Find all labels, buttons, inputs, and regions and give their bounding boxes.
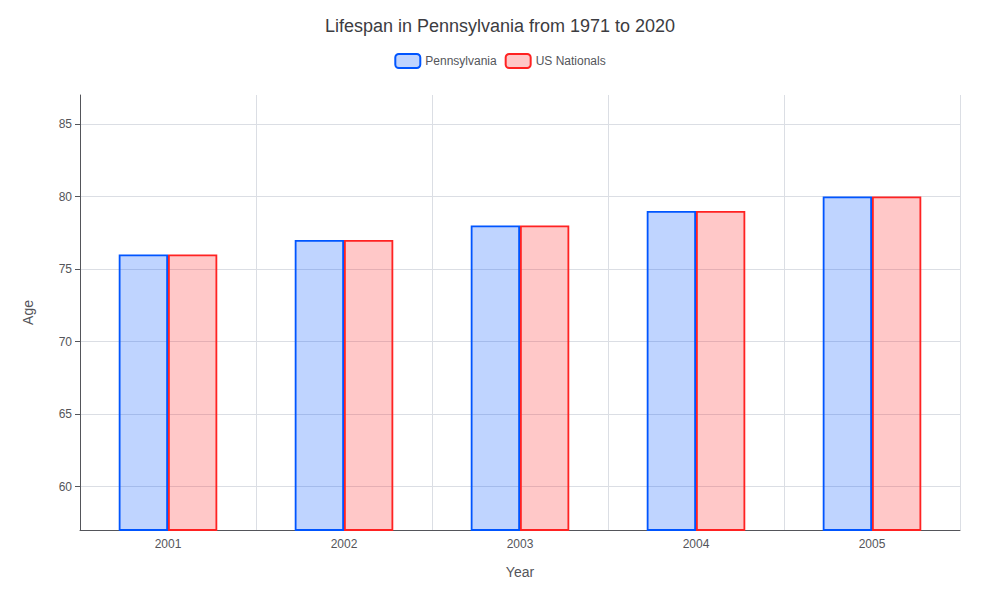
svg-text:2004: 2004 — [683, 537, 710, 551]
svg-text:2001: 2001 — [155, 537, 182, 551]
svg-text:85: 85 — [59, 117, 73, 131]
svg-text:2005: 2005 — [859, 537, 886, 551]
svg-text:80: 80 — [59, 190, 73, 204]
svg-text:US Nationals: US Nationals — [536, 54, 606, 68]
svg-text:2002: 2002 — [331, 537, 358, 551]
svg-text:75: 75 — [59, 262, 73, 276]
svg-text:65: 65 — [59, 407, 73, 421]
svg-text:Year: Year — [506, 564, 535, 580]
svg-text:Lifespan in Pennsylvania from: Lifespan in Pennsylvania from 1971 to 20… — [325, 16, 675, 36]
svg-text:60: 60 — [59, 480, 73, 494]
svg-text:70: 70 — [59, 335, 73, 349]
svg-text:2003: 2003 — [507, 537, 534, 551]
svg-text:Age: Age — [20, 300, 36, 325]
svg-text:Pennsylvania: Pennsylvania — [425, 54, 497, 68]
